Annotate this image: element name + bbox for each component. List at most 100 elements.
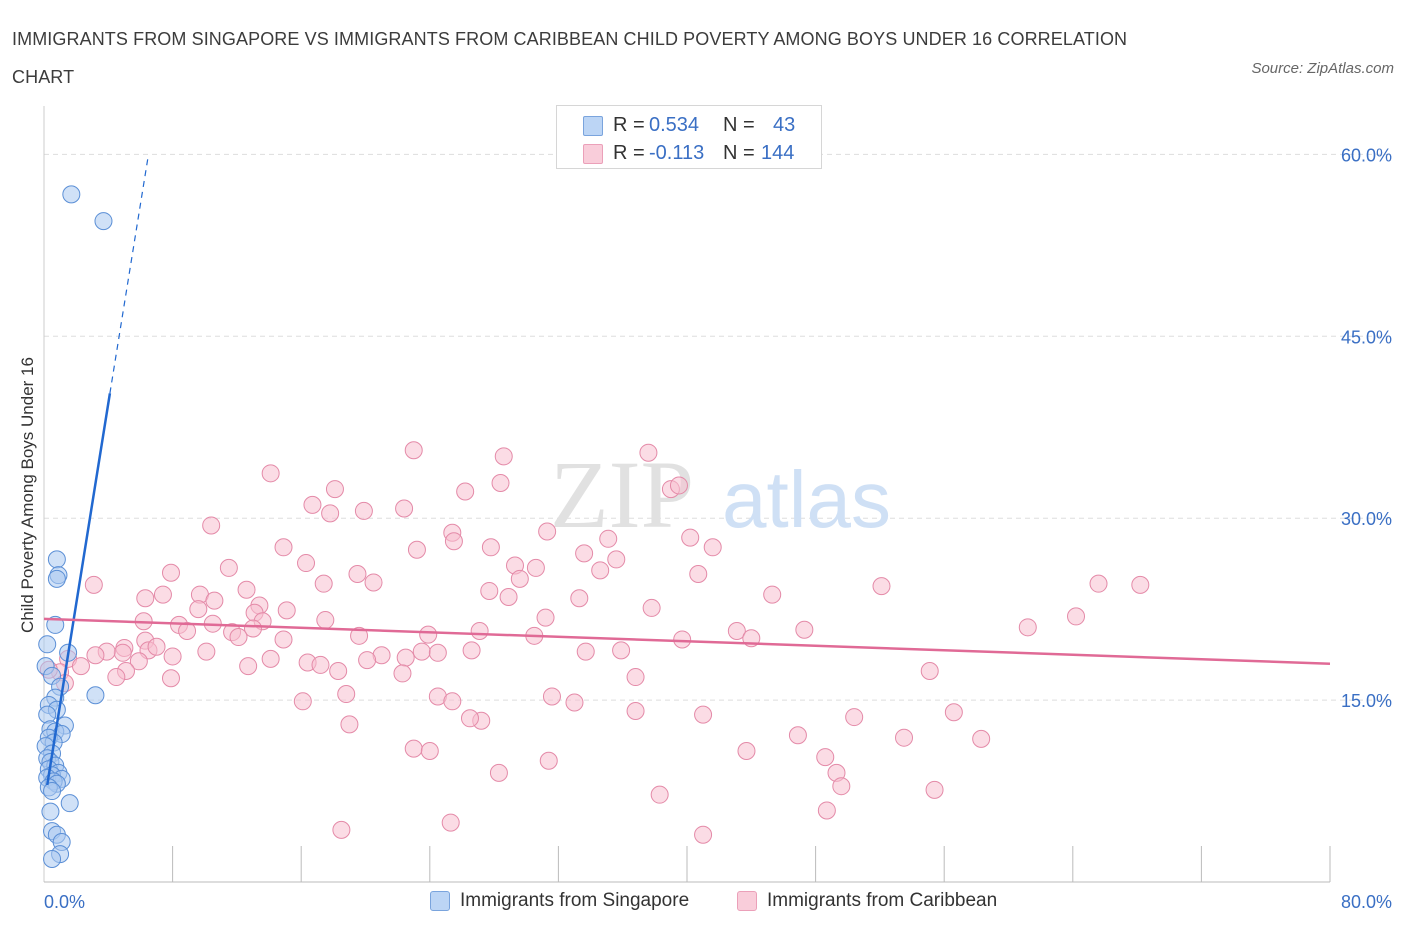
caribbean-point: [703, 538, 722, 557]
caribbean-swatch: [583, 144, 603, 164]
caribbean-point: [84, 575, 103, 594]
caribbean-point: [639, 443, 658, 462]
caribbean-point: [297, 554, 316, 573]
caribbean-point: [607, 550, 626, 569]
caribbean-point: [325, 480, 344, 499]
caribbean-point: [576, 642, 595, 661]
caribbean-point: [358, 651, 377, 670]
singapore-trend-line: [45, 393, 112, 786]
caribbean-point: [161, 669, 180, 688]
caribbean-point: [237, 580, 256, 599]
singapore-point: [47, 569, 66, 588]
singapore-legend-swatch: [430, 891, 450, 911]
singapore-point: [94, 212, 113, 231]
caribbean-point: [274, 630, 293, 649]
singapore-point: [43, 782, 62, 801]
caribbean-point: [689, 564, 708, 583]
singapore-point: [86, 686, 105, 705]
caribbean-point: [205, 591, 224, 610]
caribbean-point: [407, 540, 426, 559]
caribbean-point: [332, 820, 351, 839]
singapore-point: [38, 635, 57, 654]
singapore-trend-extension: [109, 154, 150, 394]
caribbean-point: [872, 577, 891, 596]
caribbean-point: [163, 647, 182, 666]
caribbean-point: [314, 574, 333, 593]
singapore-point: [46, 615, 65, 634]
caribbean-point: [565, 693, 584, 712]
caribbean-point: [393, 664, 412, 683]
caribbean-point: [340, 715, 359, 734]
x-tick-label: 0.0%: [44, 892, 85, 912]
singapore-point: [43, 849, 62, 868]
caribbean-point: [277, 601, 296, 620]
trend-lines: [43, 154, 1331, 786]
caribbean-point: [832, 777, 851, 796]
caribbean-point: [348, 564, 367, 583]
x-tick-label: 80.0%: [1341, 892, 1392, 912]
caribbean-point: [86, 646, 105, 665]
caribbean-point: [261, 464, 280, 483]
caribbean-point: [694, 705, 713, 724]
caribbean-point: [816, 748, 835, 767]
caribbean-point: [481, 538, 500, 557]
caribbean-point: [178, 621, 197, 640]
caribbean-point: [972, 729, 991, 748]
caribbean-point: [737, 742, 756, 761]
n-value: 144: [761, 142, 795, 164]
n-value: 43: [773, 114, 796, 136]
legend-label: Immigrants from Singapore: [460, 890, 690, 911]
stats-legend: R = 0.534 N = 43 R = -0.113 N = 144: [556, 105, 822, 169]
y-tick-label: 15.0%: [1341, 691, 1392, 711]
caribbean-point: [420, 742, 439, 761]
caribbean-point: [462, 641, 481, 660]
caribbean-point: [510, 569, 529, 588]
caribbean-point: [681, 528, 700, 547]
legend-label: Immigrants from Caribbean: [767, 890, 998, 911]
singapore-point: [60, 794, 79, 813]
r-label: R =: [613, 114, 645, 136]
caribbean-point: [404, 441, 423, 460]
caribbean-point: [396, 648, 415, 667]
y-tick-label: 60.0%: [1341, 145, 1392, 165]
caribbean-point: [494, 447, 513, 466]
caribbean-point: [412, 642, 431, 661]
caribbean-point: [694, 825, 713, 844]
caribbean-point: [321, 504, 340, 523]
caribbean-point: [673, 630, 692, 649]
caribbean-point: [364, 573, 383, 592]
caribbean-point: [441, 813, 460, 832]
caribbean-point: [591, 561, 610, 580]
caribbean-point: [129, 652, 148, 671]
caribbean-point: [219, 558, 238, 577]
singapore-point: [47, 550, 66, 569]
singapore-point: [38, 705, 57, 724]
watermark-atlas: atlas: [722, 455, 891, 544]
watermark: ZIP atlas: [550, 441, 891, 548]
caribbean-point: [526, 558, 545, 577]
caribbean-point: [480, 581, 499, 600]
singapore-swatch: [583, 116, 603, 136]
caribbean-point: [71, 657, 90, 676]
caribbean-point: [197, 642, 216, 661]
caribbean-point: [575, 544, 594, 563]
y-axis-label: Child Poverty Among Boys Under 16: [18, 357, 37, 633]
caribbean-point: [202, 516, 221, 535]
caribbean-point: [499, 588, 518, 607]
caribbean-point: [443, 692, 462, 711]
caribbean-point: [626, 668, 645, 687]
caribbean-point: [444, 532, 463, 551]
caribbean-point: [419, 625, 438, 644]
caribbean-point: [337, 685, 356, 704]
caribbean-point: [626, 702, 645, 721]
caribbean-point: [189, 600, 208, 619]
caribbean-point: [1067, 607, 1086, 626]
r-label: R =: [613, 142, 645, 164]
n-label: N =: [723, 142, 755, 164]
caribbean-point: [763, 585, 782, 604]
caribbean-point: [538, 522, 557, 541]
n-label: N =: [723, 114, 755, 136]
caribbean-point: [1018, 618, 1037, 637]
caribbean-point: [354, 501, 373, 520]
